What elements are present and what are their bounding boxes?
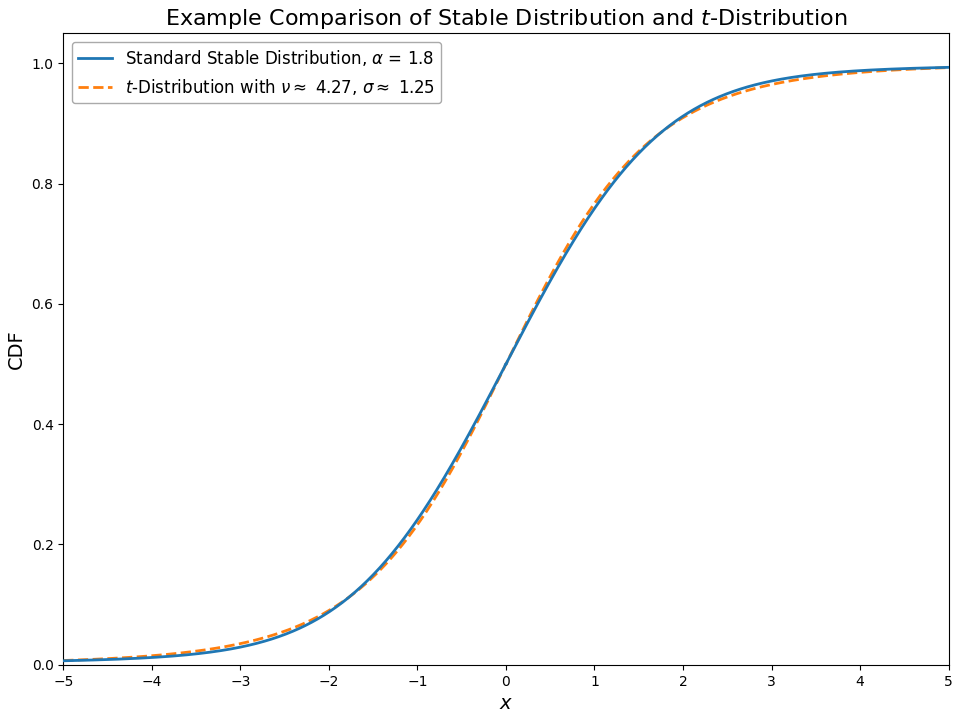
$t$-Distribution with $\nu \approx$ 4.27, $\sigma \approx$ 1.25 — [665, 121, 677, 130]
Legend: Standard Stable Distribution, $\alpha$ = 1.8, $t$-Distribution with $\nu \approx: Standard Stable Distribution, $\alpha$ =… — [72, 42, 442, 103]
Line: Standard Stable Distribution, $\alpha$ = 1.8: Standard Stable Distribution, $\alpha$ =… — [63, 68, 948, 661]
Standard Stable Distribution, $\alpha$ = 1.8 — [764, 77, 776, 86]
Standard Stable Distribution, $\alpha$ = 1.8 — [416, 510, 427, 518]
X-axis label: $x$: $x$ — [499, 694, 513, 713]
$t$-Distribution with $\nu \approx$ 4.27, $\sigma \approx$ 1.25 — [447, 463, 459, 472]
$t$-Distribution with $\nu \approx$ 4.27, $\sigma \approx$ 1.25 — [58, 656, 69, 665]
Standard Stable Distribution, $\alpha$ = 1.8 — [148, 653, 159, 662]
$t$-Distribution with $\nu \approx$ 4.27, $\sigma \approx$ 1.25 — [943, 63, 954, 72]
Line: $t$-Distribution with $\nu \approx$ 4.27, $\sigma \approx$ 1.25: $t$-Distribution with $\nu \approx$ 4.27… — [63, 68, 948, 660]
$t$-Distribution with $\nu \approx$ 4.27, $\sigma \approx$ 1.25 — [416, 515, 427, 523]
$t$-Distribution with $\nu \approx$ 4.27, $\sigma \approx$ 1.25 — [148, 652, 159, 660]
Standard Stable Distribution, $\alpha$ = 1.8 — [665, 120, 677, 129]
Title: Example Comparison of Stable Distribution and $t$-Distribution: Example Comparison of Stable Distributio… — [165, 7, 847, 31]
Y-axis label: CDF: CDF — [7, 329, 26, 369]
Standard Stable Distribution, $\alpha$ = 1.8 — [748, 81, 759, 89]
$t$-Distribution with $\nu \approx$ 4.27, $\sigma \approx$ 1.25 — [764, 81, 776, 89]
$t$-Distribution with $\nu \approx$ 4.27, $\sigma \approx$ 1.25 — [748, 84, 759, 93]
Standard Stable Distribution, $\alpha$ = 1.8 — [58, 657, 69, 665]
Standard Stable Distribution, $\alpha$ = 1.8 — [447, 458, 459, 467]
Standard Stable Distribution, $\alpha$ = 1.8 — [943, 63, 954, 72]
